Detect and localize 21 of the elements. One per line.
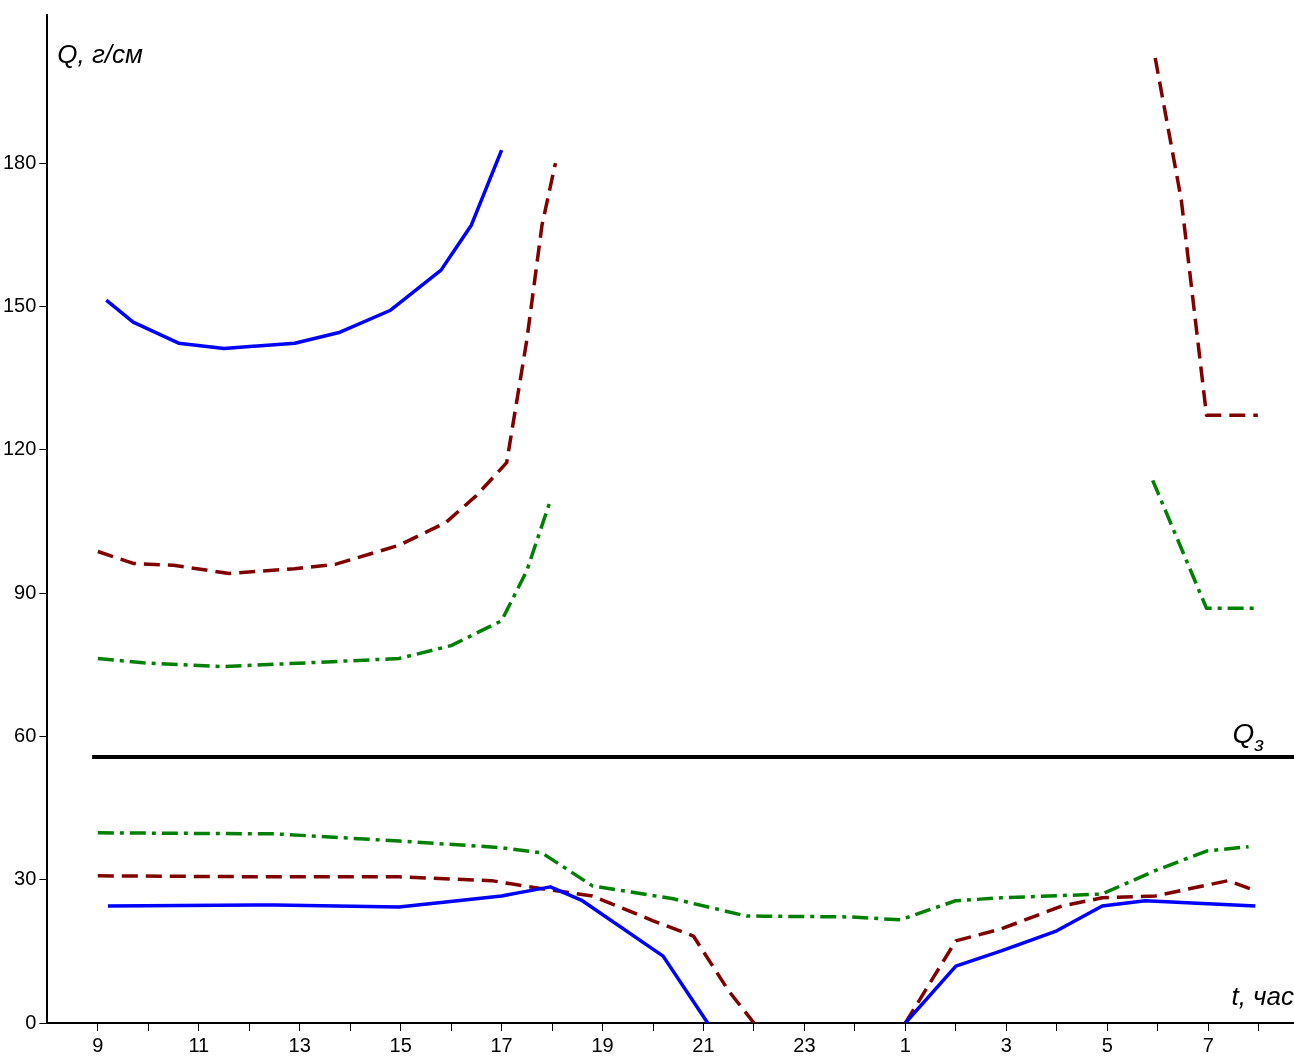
x-tick-label: 3 (1000, 1033, 1012, 1056)
x-tick-label: 23 (793, 1033, 816, 1056)
y-tick-label: 180 (2, 150, 37, 173)
x-tick-label: 11 (188, 1033, 210, 1056)
x-tick-label: 7 (1202, 1033, 1214, 1056)
y-tick-label: 120 (2, 437, 37, 460)
x-tick-label: 15 (389, 1033, 412, 1056)
y-tick-label: 150 (2, 293, 37, 316)
x-tick-label: 17 (490, 1033, 513, 1056)
y-tick-label: 0 (25, 1010, 37, 1033)
y-tick-label: 90 (14, 580, 37, 603)
x-tick-label: 21 (692, 1033, 715, 1056)
y-tick-label: 30 (14, 867, 37, 890)
y-tick-label: 60 (14, 723, 37, 746)
x-axis-title: t, час (1231, 981, 1294, 1011)
x-tick-label: 9 (92, 1033, 104, 1056)
x-tick-label: 5 (1101, 1033, 1113, 1056)
x-tick-label: 19 (591, 1033, 614, 1056)
x-tick-label: 1 (899, 1033, 911, 1056)
x-tick-label: 13 (288, 1033, 311, 1056)
y-axis-title: Q, г/см (57, 39, 144, 69)
